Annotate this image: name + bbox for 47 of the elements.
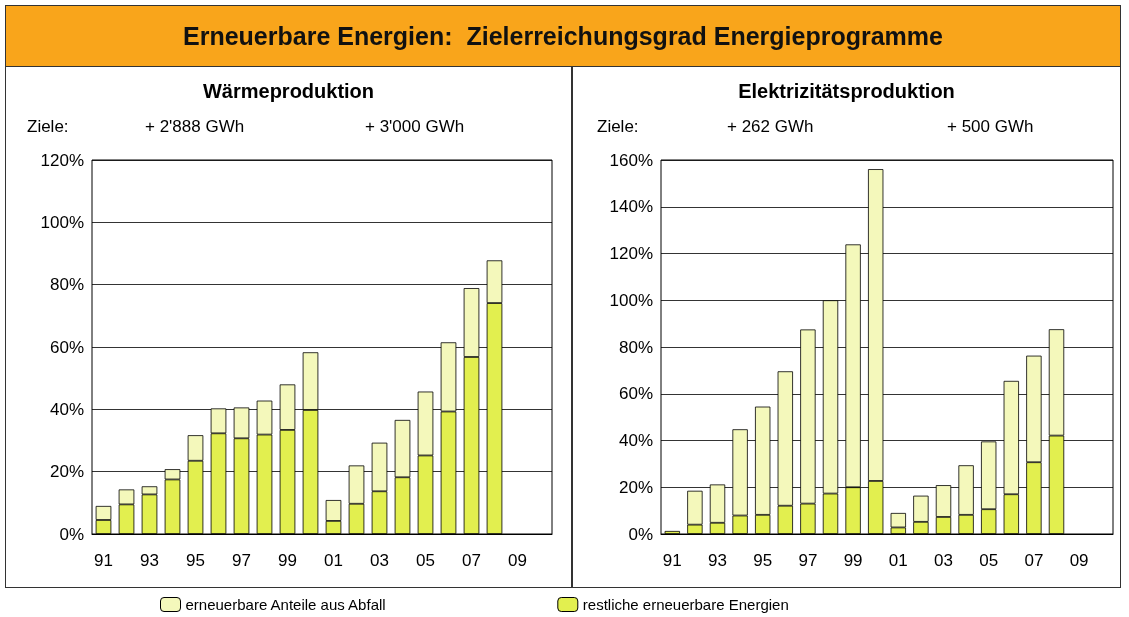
x-tick-label: 97 bbox=[232, 551, 251, 570]
y-tick-label: 140% bbox=[609, 197, 653, 217]
y-tick-label: 60% bbox=[49, 337, 84, 357]
x-tick-label: 01 bbox=[888, 551, 908, 570]
x-tick-label: 05 bbox=[979, 551, 999, 570]
x-tick-label: 91 bbox=[662, 551, 682, 570]
text: + 3'000 GWh bbox=[365, 117, 465, 137]
x-tick-label: 09 bbox=[508, 551, 527, 570]
y-tick-label: 160% bbox=[609, 150, 653, 170]
y-tick-label: 40% bbox=[49, 399, 84, 419]
text: Ziele: bbox=[597, 117, 639, 137]
chart-title: Erneuerbare Energien: Zielerreichungsgrad Energieprogramme bbox=[5, 5, 1121, 67]
y-tick-label: 120% bbox=[609, 244, 653, 263]
y-tick-label: 80% bbox=[49, 275, 84, 295]
x-tick-label: 95 bbox=[186, 551, 205, 570]
y-tick-label: 20% bbox=[618, 477, 653, 497]
y-tick-label: 20% bbox=[49, 462, 84, 482]
x-tick-label: 07 bbox=[1024, 551, 1044, 570]
x-tick-label: 93 bbox=[708, 551, 727, 570]
y-tick-label: 40% bbox=[618, 431, 653, 450]
x-tick-label: 99 bbox=[278, 551, 297, 570]
legend-label: restliche erneuerbare Energien bbox=[582, 596, 789, 613]
y-tick-label: 120% bbox=[40, 150, 84, 170]
y-tick-label: 100% bbox=[609, 290, 653, 310]
text: + 262 GWh bbox=[727, 117, 814, 137]
y-tick-label: 0% bbox=[59, 524, 84, 544]
text: + 500 GWh bbox=[947, 117, 1034, 137]
x-tick-label: 03 bbox=[934, 551, 953, 570]
x-tick-label: 05 bbox=[416, 551, 435, 570]
x-tick-label: 01 bbox=[324, 551, 343, 570]
text: Ziele: bbox=[27, 117, 69, 137]
y-tick-label: 80% bbox=[618, 337, 653, 357]
x-tick-label: 07 bbox=[462, 551, 481, 570]
chart-title: Elektrizitätsproduktion bbox=[737, 80, 956, 103]
legend-label: erneuerbare Anteile aus Abfall bbox=[185, 596, 386, 613]
x-tick-label: 93 bbox=[140, 551, 159, 570]
text: + 2'888 GWh bbox=[145, 117, 245, 137]
x-tick-label: 09 bbox=[1069, 551, 1089, 570]
y-tick-label: 0% bbox=[628, 524, 653, 544]
x-tick-label: 97 bbox=[798, 551, 818, 570]
x-tick-label: 91 bbox=[94, 551, 113, 570]
x-tick-label: 99 bbox=[843, 551, 863, 570]
chart-subtitle: Wärmeproduktion bbox=[201, 80, 376, 103]
x-tick-label: 03 bbox=[370, 551, 389, 570]
y-tick-label: 100% bbox=[40, 212, 84, 232]
x-tick-label: 95 bbox=[753, 551, 773, 570]
y-tick-label: 60% bbox=[618, 384, 653, 404]
